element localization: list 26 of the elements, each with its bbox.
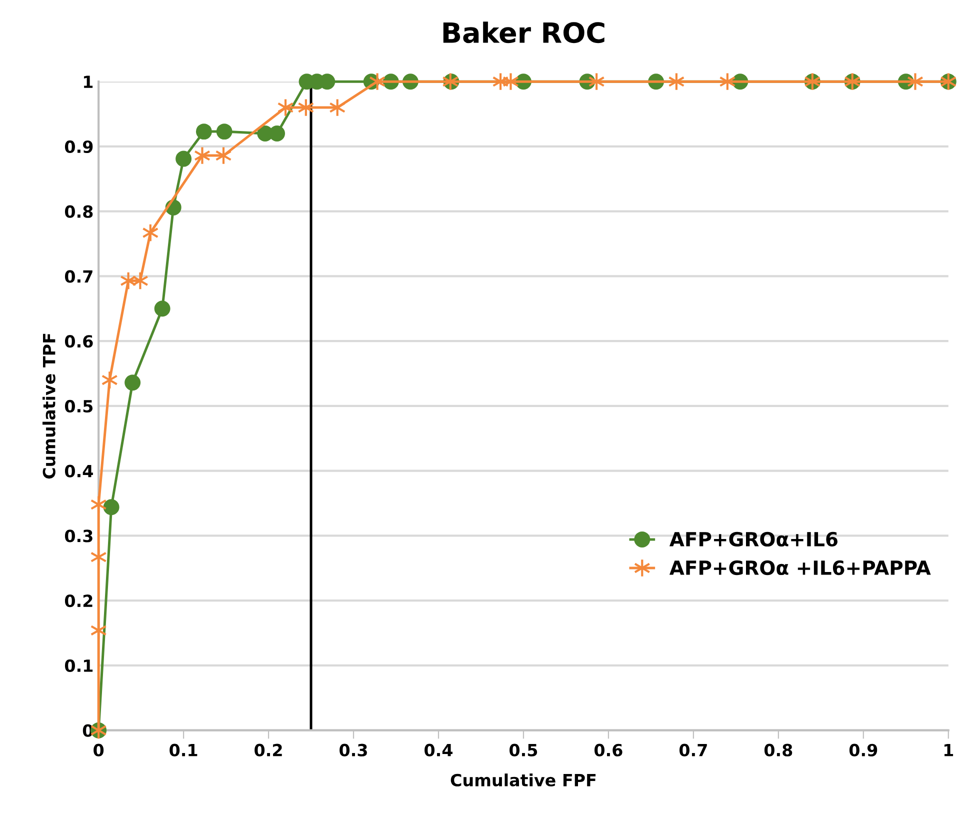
x-tick-label: 0.9	[849, 744, 878, 756]
y-tick-label: 0.9	[64, 140, 93, 154]
x-tick-label: 0.2	[254, 744, 282, 756]
x-tick-label: 0.6	[594, 744, 622, 756]
x-tick-label: 0.8	[764, 744, 792, 756]
x-tick-label: 0.4	[424, 744, 452, 756]
y-tick-label: 0.5	[64, 400, 93, 413]
x-tick-label: 0.5	[510, 744, 538, 756]
x-tick-label: 0.3	[340, 744, 367, 756]
x-tick-label: 0.1	[170, 744, 198, 756]
legend-label: AFP+GROα+IL6	[669, 532, 838, 547]
y-tick-label: 1	[84, 76, 93, 88]
x-tick-label: 0	[94, 744, 104, 756]
y-tick-label: 0.6	[64, 335, 93, 348]
y-tick-label: 0.8	[64, 205, 93, 218]
chart-title: Baker ROC	[443, 22, 604, 44]
x-axis-title: Cumulative FPF	[450, 774, 596, 786]
y-axis-title: Cumulative TPF	[42, 334, 56, 479]
legend-label: AFP+GROα +IL6+PAPPA	[669, 560, 931, 576]
x-tick-label: 1	[944, 744, 954, 756]
x-tick-label: 0.7	[679, 744, 707, 756]
y-tick-label: 0.3	[64, 530, 92, 542]
y-tick-label: 0.1	[64, 659, 93, 672]
y-tick-label: 0.7	[64, 270, 92, 283]
y-tick-label: 0.2	[64, 594, 92, 608]
y-tick-label: 0.4	[64, 464, 93, 478]
